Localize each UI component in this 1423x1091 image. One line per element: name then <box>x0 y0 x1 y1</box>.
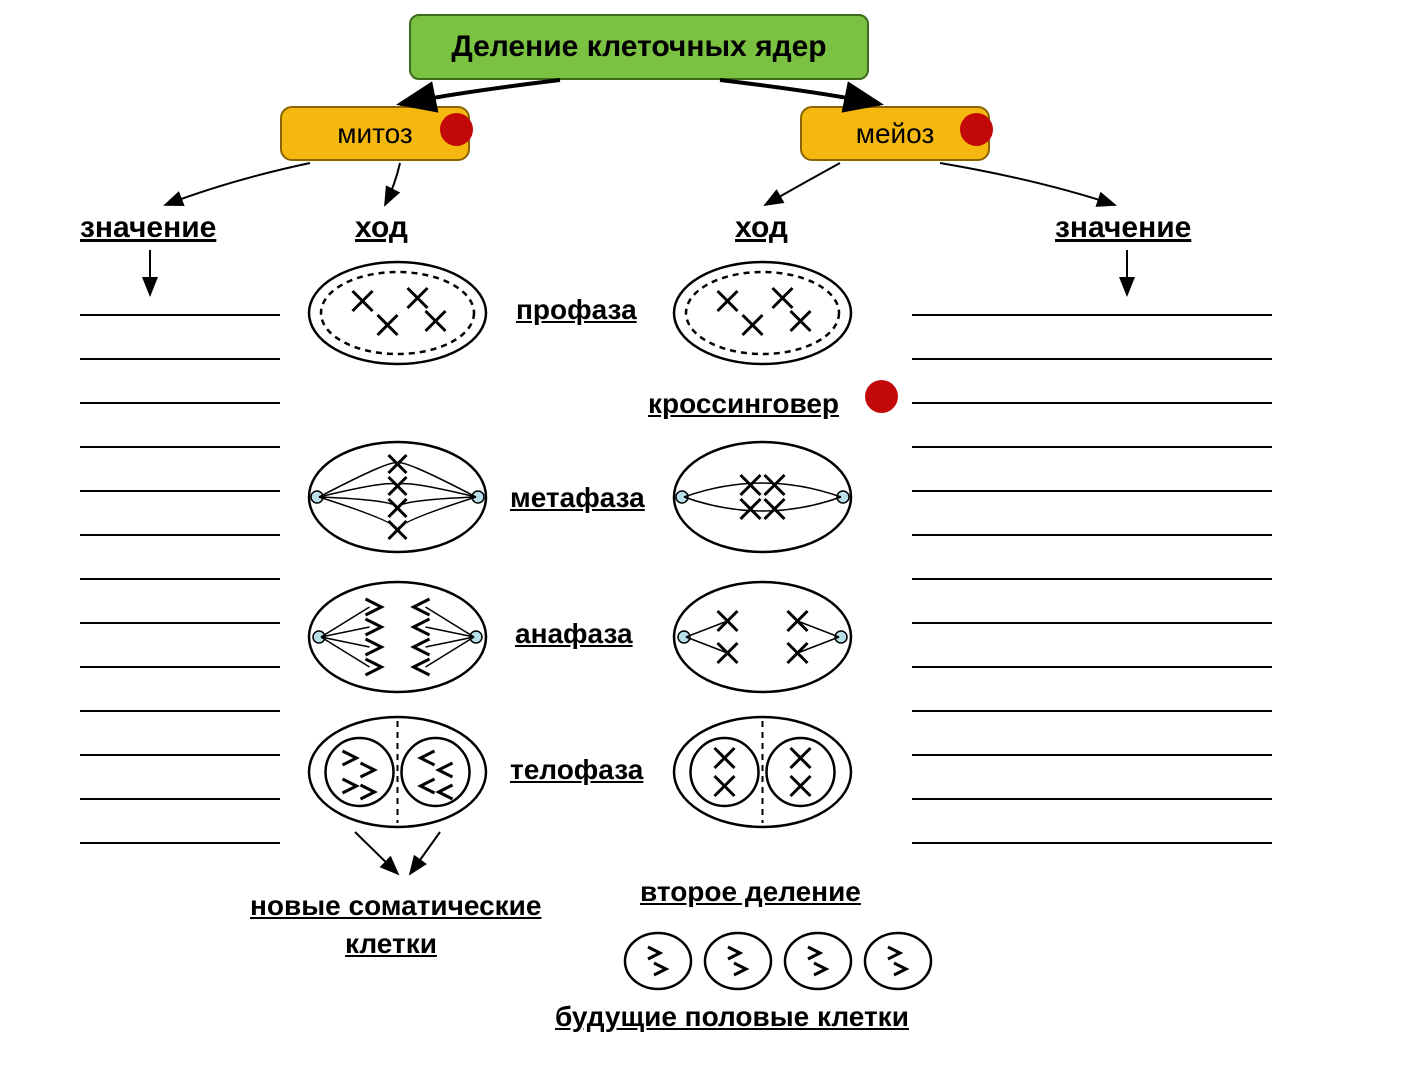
cell-meiosis_prophase <box>670 258 855 373</box>
label-hod-left: ход <box>355 211 408 245</box>
blank-line-right <box>912 578 1272 580</box>
label-hod-right: ход <box>735 211 788 245</box>
blank-line-left <box>80 842 280 844</box>
blank-line-left <box>80 710 280 712</box>
blank-line-left <box>80 358 280 360</box>
blank-line-left <box>80 314 280 316</box>
cell-mitosis_telophase <box>305 713 490 836</box>
blank-line-left <box>80 798 280 800</box>
blank-line-left <box>80 578 280 580</box>
title-text: Деление клеточных ядер <box>451 30 826 64</box>
crossingover-dot <box>865 380 898 413</box>
blank-line-right <box>912 842 1272 844</box>
label-gametes: будущие половые клетки <box>555 1001 909 1033</box>
label-metaphase: метафаза <box>510 482 645 514</box>
cell-gamete1 <box>622 930 694 997</box>
label-crossingover: кроссинговер <box>648 388 839 420</box>
label-second-div: второе деление <box>640 876 861 908</box>
cell-meiosis_metaphase <box>670 438 855 561</box>
cell-meiosis_anaphase <box>670 578 855 701</box>
cell-gamete2 <box>702 930 774 997</box>
blank-line-right <box>912 754 1272 756</box>
blank-line-right <box>912 710 1272 712</box>
label-somatic2: клетки <box>345 928 437 960</box>
title-box: Деление клеточных ядер <box>409 14 869 80</box>
blank-line-right <box>912 534 1272 536</box>
blank-line-right <box>912 402 1272 404</box>
blank-line-left <box>80 534 280 536</box>
meiosis-label: мейоз <box>856 118 935 150</box>
blank-line-right <box>912 446 1272 448</box>
label-znachenie-right: значение <box>1055 211 1191 245</box>
mitosis-label: митоз <box>337 118 413 150</box>
blank-line-right <box>912 358 1272 360</box>
blank-line-right <box>912 666 1272 668</box>
label-somatic: новые соматические <box>250 890 541 922</box>
blank-line-left <box>80 490 280 492</box>
blank-line-left <box>80 402 280 404</box>
meiosis-dot <box>960 113 993 146</box>
cell-mitosis_prophase <box>305 258 490 373</box>
cell-mitosis_metaphase <box>305 438 490 561</box>
label-telophase: телофаза <box>510 754 643 786</box>
cell-meiosis_telophase <box>670 713 855 836</box>
label-anaphase: анафаза <box>515 618 633 650</box>
blank-line-left <box>80 754 280 756</box>
mitosis-dot <box>440 113 473 146</box>
blank-line-right <box>912 490 1272 492</box>
cell-mitosis_anaphase <box>305 578 490 701</box>
blank-line-left <box>80 666 280 668</box>
label-prophase: профаза <box>516 294 637 326</box>
blank-line-left <box>80 622 280 624</box>
label-znachenie-left: значение <box>80 211 216 245</box>
cell-gamete3 <box>782 930 854 997</box>
blank-line-right <box>912 798 1272 800</box>
cell-gamete4 <box>862 930 934 997</box>
blank-line-right <box>912 314 1272 316</box>
blank-line-left <box>80 446 280 448</box>
blank-line-right <box>912 622 1272 624</box>
